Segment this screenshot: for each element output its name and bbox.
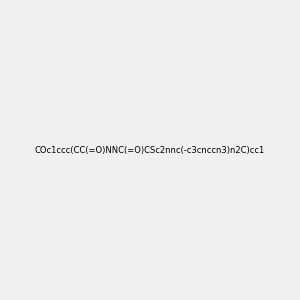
Text: COc1ccc(CC(=O)NNC(=O)CSc2nnc(-c3cnccn3)n2C)cc1: COc1ccc(CC(=O)NNC(=O)CSc2nnc(-c3cnccn3)n… (35, 146, 265, 154)
